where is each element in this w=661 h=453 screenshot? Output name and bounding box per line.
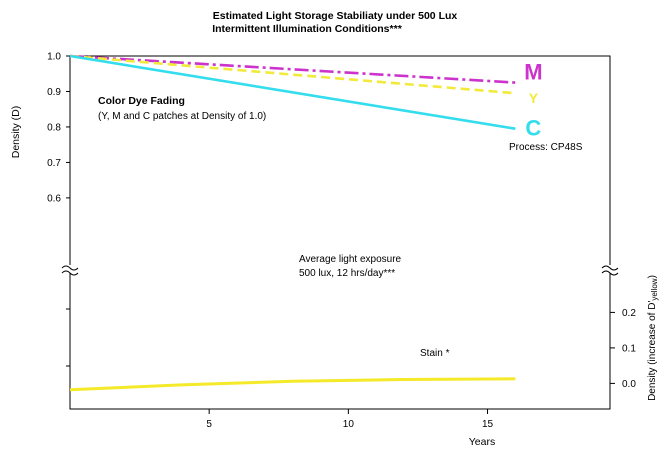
exposure-label-1: Average light exposure [299, 254, 402, 265]
y-tick-left-label: 1.0 [47, 52, 61, 63]
stain-label: Stain * [420, 348, 450, 359]
series-label-c: C [525, 116, 541, 141]
process-label: Process: CP48S [509, 142, 583, 153]
y-tick-right-label: 0.1 [622, 343, 636, 354]
chart-title-line-2: Intermittent Illumination Conditions*** [212, 23, 402, 35]
stain-line [69, 377, 516, 392]
x-tick-label: 5 [206, 419, 212, 430]
dye-fading-title: Color Dye Fading [98, 95, 185, 107]
left-y-ticks: 1.0 0.9 0.8 0.7 0.6 [47, 52, 70, 367]
series-label-m: M [524, 60, 542, 85]
right-y-ticks: 0.2 0.1 0.0 [610, 308, 636, 390]
series-line-m [69, 54, 516, 84]
chart-title-line-1: Estimated Light Storage Stabiliaty under… [213, 10, 458, 22]
dye-fading-subtitle: (Y, M and C patches at Density of 1.0) [98, 111, 266, 122]
plot-frame [69, 55, 611, 410]
y-tick-right-label: 0.0 [622, 379, 636, 390]
right-axis-break [601, 265, 619, 276]
y-axis-label-left: Density (D) [10, 106, 22, 159]
x-tick-label: 10 [343, 419, 355, 430]
series-label-y: Y [529, 90, 539, 106]
left-axis-break [61, 265, 79, 276]
y-tick-right-label: 0.2 [622, 308, 636, 319]
y-tick-left-label: 0.6 [47, 193, 61, 204]
stain-series [69, 377, 516, 392]
series-line-y [69, 54, 516, 95]
x-axis-label: Years [469, 436, 495, 448]
series-line-c [69, 54, 516, 130]
x-tick-label: 15 [482, 419, 494, 430]
y-tick-left-label: 0.8 [47, 122, 61, 133]
dye-fading-series: MYC [69, 54, 543, 141]
exposure-label-2: 500 lux, 12 hrs/day*** [299, 268, 395, 279]
y-tick-left-label: 0.7 [47, 158, 61, 169]
x-ticks: 5 10 15 [206, 409, 494, 430]
y-tick-left-label: 0.9 [47, 87, 61, 98]
y-axis-label-right: Density (increase of D'yellow) [647, 275, 659, 401]
